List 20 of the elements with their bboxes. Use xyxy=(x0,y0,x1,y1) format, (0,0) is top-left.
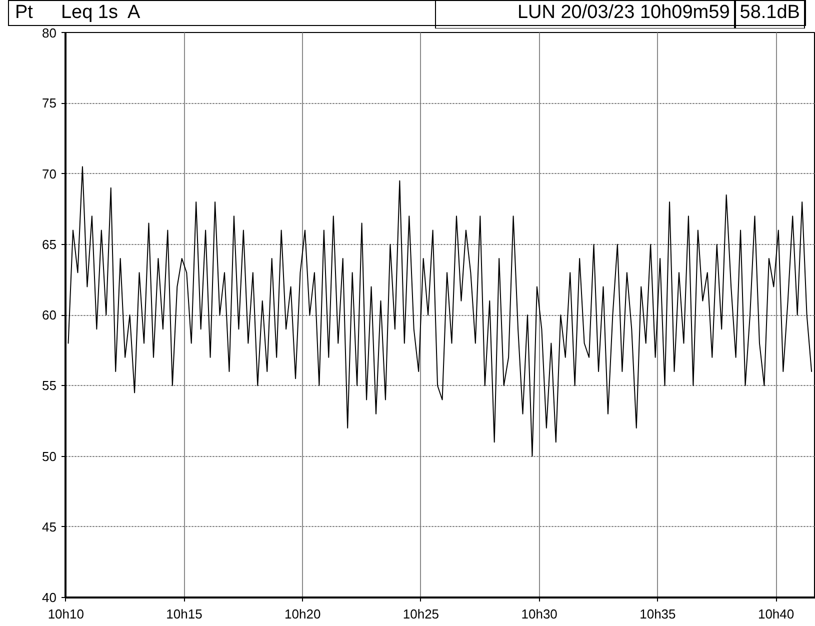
x-tick-label: 10h40 xyxy=(758,606,794,622)
x-tick-label: 10h35 xyxy=(640,606,676,622)
x-tick-label: 10h25 xyxy=(402,606,440,622)
chart-subtitle: Leq 1s A xyxy=(60,2,140,24)
y-tick-label: 55 xyxy=(42,378,57,394)
chart-title: Pt xyxy=(15,2,33,24)
y-tick-label: 70 xyxy=(42,166,57,182)
y-tick-label: 65 xyxy=(42,236,57,252)
y-tick-label: 75 xyxy=(42,96,57,111)
text: 58.1dB xyxy=(734,0,805,29)
y-tick-label: 80 xyxy=(42,26,57,40)
x-tick-label: 10h10 xyxy=(48,606,84,622)
x-tick-label: 10h20 xyxy=(284,606,321,622)
text: LUN 20/03/23 10h09m59 xyxy=(434,0,735,29)
x-tick-label: 10h15 xyxy=(166,606,202,622)
y-tick-label: 40 xyxy=(42,590,57,605)
y-tick-label: 50 xyxy=(42,448,57,464)
x-tick-label: 10h30 xyxy=(521,606,558,622)
y-tick-label: 45 xyxy=(42,519,57,534)
y-tick-label: 60 xyxy=(42,308,57,322)
